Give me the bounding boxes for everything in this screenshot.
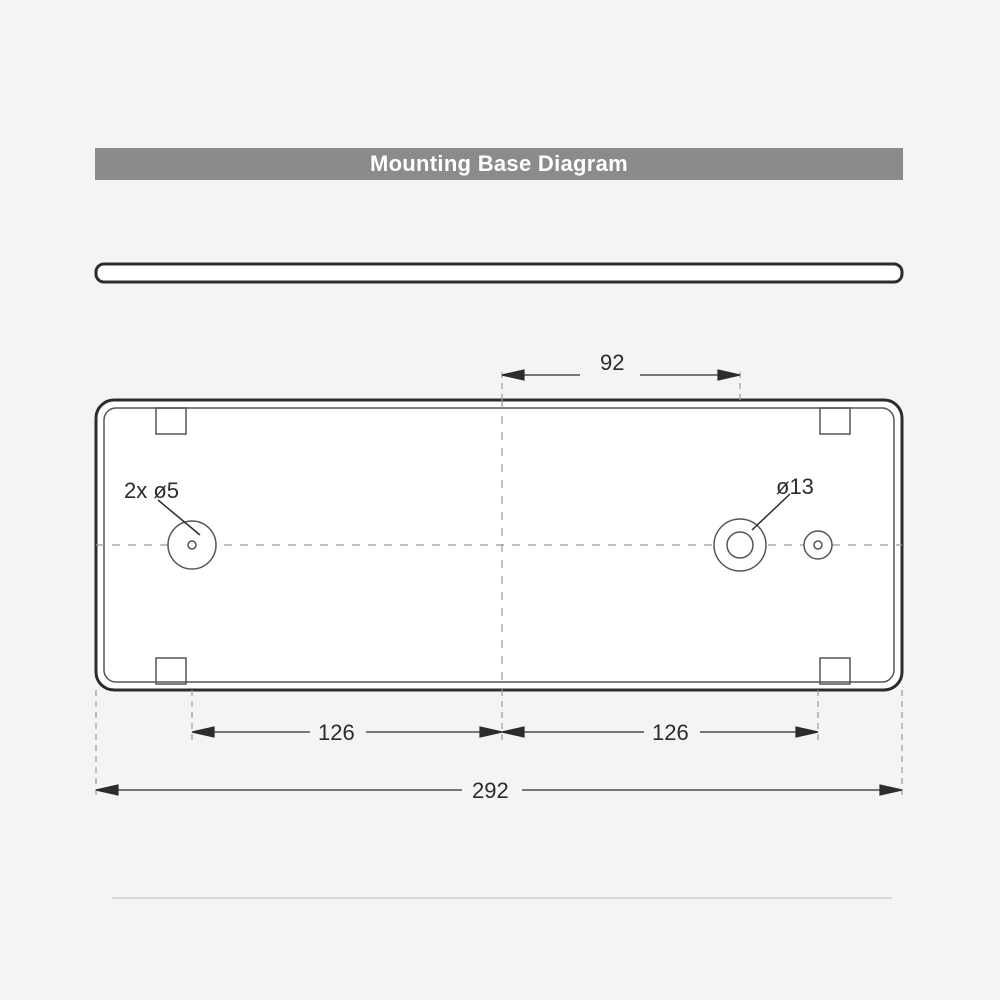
dim-bottom-inset	[192, 690, 818, 740]
label-dim-bottom-right: 126	[652, 720, 689, 746]
hole-small-left-inner	[188, 541, 196, 549]
hole-large-inner	[727, 532, 753, 558]
label-large-hole: ø13	[776, 474, 814, 500]
side-profile	[96, 264, 902, 282]
diagram-canvas: Mounting Base Diagram	[0, 0, 1000, 1000]
label-small-holes: 2x ø5	[124, 478, 179, 504]
label-dim-overall: 292	[472, 778, 509, 804]
hole-small-right-inner	[814, 541, 822, 549]
label-dim-bottom-left: 126	[318, 720, 355, 746]
label-dim-top: 92	[600, 350, 624, 376]
